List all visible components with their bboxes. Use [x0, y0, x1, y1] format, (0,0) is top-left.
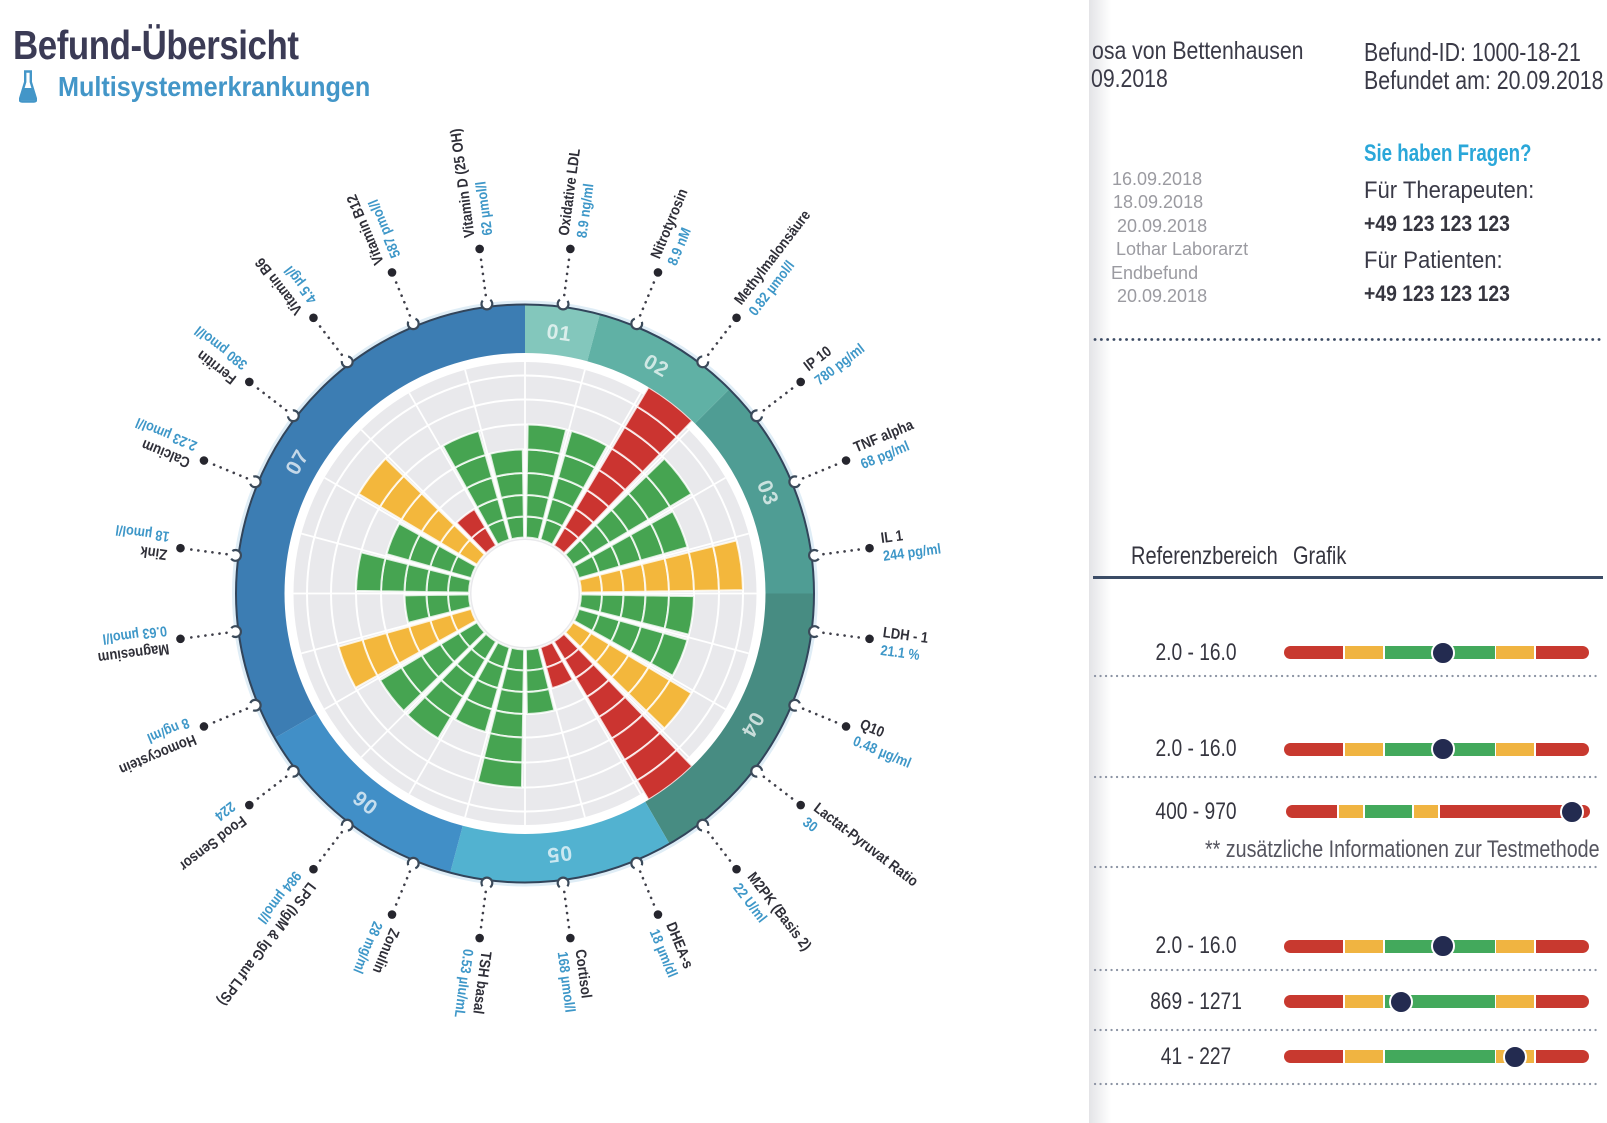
svg-text:8.9 ng/ml: 8.9 ng/ml	[574, 183, 597, 239]
svg-text:Cortisol: Cortisol	[572, 948, 595, 999]
svg-text:18 µmol/l: 18 µmol/l	[115, 522, 171, 545]
svg-text:Food Sensor: Food Sensor	[176, 813, 250, 875]
svg-text:0.48 µg/ml: 0.48 µg/ml	[851, 733, 914, 771]
svg-text:62 µmol/l: 62 µmol/l	[473, 181, 496, 237]
svg-text:Zink: Zink	[139, 543, 168, 563]
svg-text:21.1 %: 21.1 %	[880, 642, 921, 663]
svg-text:01: 01	[545, 320, 573, 346]
svg-text:05: 05	[545, 841, 573, 867]
svg-text:IL 1: IL 1	[880, 526, 904, 546]
svg-text:Lactat-Pyruvat Ratio: Lactat-Pyruvat Ratio	[811, 799, 922, 890]
svg-text:244 pg/ml: 244 pg/ml	[882, 541, 942, 564]
svg-text:LPS (IgM & IgG auf LPS): LPS (IgM & IgG auf LPS)	[214, 879, 319, 1009]
svg-text:168 µmol/l: 168 µmol/l	[554, 951, 578, 1014]
svg-text:LDH - 1: LDH - 1	[882, 623, 930, 646]
